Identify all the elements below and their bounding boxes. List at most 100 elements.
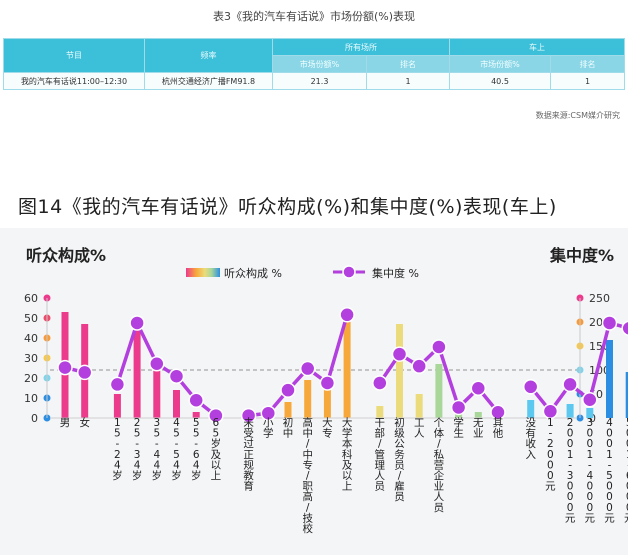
concentration-point-21: [490, 404, 506, 420]
x-category-label-26: 0: [606, 428, 613, 440]
table-title: 表3《我的汽车有话说》市场份额(%)表现: [212, 10, 416, 23]
x-category-label-25: 元: [585, 512, 596, 524]
x-category-label-4: 岁: [132, 469, 143, 482]
x-category-label-17: 工: [414, 417, 425, 429]
x-category-label-16: 级: [394, 428, 405, 440]
x-category-label-5: 4: [153, 459, 160, 471]
x-category-label-23: 2: [547, 438, 554, 450]
x-category-label-15: /: [378, 438, 382, 450]
table-subheader-row: 市场份额% 排名 市场份额% 排名: [4, 55, 625, 73]
chart-background: [0, 228, 628, 555]
right-tick-label: 250: [589, 292, 610, 305]
x-category-label-15: 管: [375, 448, 386, 461]
concentration-point-15: [372, 375, 388, 391]
x-category-label-5: 3: [153, 417, 160, 429]
concentration-line-group-3: [248, 314, 349, 418]
bar-11: [284, 402, 292, 418]
x-category-label-27: 0: [626, 502, 628, 514]
x-category-label-26: 0: [606, 481, 613, 493]
x-category-label-8: 6: [213, 417, 220, 429]
subheader-rank-all: 排名: [366, 55, 450, 73]
bar-18: [435, 364, 443, 418]
x-category-label-24: 0: [567, 428, 574, 440]
concentration-point-1: [57, 359, 73, 376]
x-category-label-24: 元: [565, 512, 576, 524]
x-category-label-19: 学: [453, 416, 464, 429]
x-category-label-27: 0: [626, 438, 628, 450]
concentration-point-23: [542, 403, 559, 420]
bar-3: [113, 394, 121, 418]
header-channel: 频率: [144, 38, 273, 73]
x-category-label-20: 无: [473, 417, 484, 429]
x-category-label-10: 小: [263, 417, 274, 429]
concentration-point-16: [391, 346, 408, 362]
x-category-label-26: 5: [606, 470, 613, 482]
x-category-label-25: 0: [586, 428, 593, 440]
x-category-label-14: 大: [342, 416, 353, 429]
subheader-rank-car: 排名: [550, 55, 625, 73]
x-category-label-18: 营: [434, 458, 445, 471]
x-category-label-24: 2: [567, 417, 574, 429]
x-category-label-7: 岁: [191, 469, 202, 482]
bar-26: [606, 340, 613, 418]
x-category-label-24: 0: [567, 438, 574, 450]
x-category-label-22: 入: [525, 449, 536, 461]
x-category-label-24: -: [568, 459, 572, 471]
left-tick-label: 10: [24, 392, 38, 405]
x-category-label-3: 1: [114, 417, 121, 429]
x-category-label-26: 元: [604, 512, 615, 524]
x-category-label-9: 未: [243, 417, 254, 429]
header-all-places: 所有场所: [272, 38, 450, 56]
x-category-label-12: 中: [302, 427, 313, 440]
x-category-label-1: 男: [60, 417, 71, 429]
x-category-label-27: 0: [626, 481, 628, 493]
x-category-label-13: 专: [322, 427, 333, 440]
x-category-label-4: 2: [134, 417, 141, 429]
x-category-label-9: 正: [243, 449, 254, 461]
x-category-label-15: 员: [375, 481, 386, 493]
x-category-label-27: 0: [626, 428, 628, 440]
subheader-share-car: 市场份额%: [449, 55, 551, 73]
legend-line-marker: [342, 265, 356, 279]
right-tick-label: 0: [589, 412, 596, 425]
x-category-label-5: 岁: [152, 469, 163, 482]
cell-all-rank: 1: [366, 72, 450, 90]
cell-channel: 杭州交通经济广播FM91.8: [144, 72, 273, 90]
x-category-label-14: 科: [342, 448, 353, 461]
x-category-label-18: 企: [434, 469, 445, 482]
x-category-label-3: -: [116, 438, 120, 450]
x-category-label-4: 4: [134, 459, 141, 471]
x-category-label-9: 规: [243, 458, 254, 471]
figure-title: 图14《我的汽车有话说》听众构成(%)和集中度(%)表现(车上): [18, 196, 557, 218]
x-category-label-27: 6: [626, 470, 628, 482]
x-category-label-3: 4: [114, 459, 121, 471]
cell-car-share: 40.5: [449, 72, 551, 90]
x-category-label-5: 5: [153, 428, 160, 440]
concentration-point-25: [582, 392, 598, 408]
x-category-label-26: -: [608, 459, 612, 471]
x-category-label-21: 他: [493, 427, 504, 440]
x-category-label-23: -: [549, 428, 553, 440]
left-axis-title: 听众构成%: [26, 246, 107, 265]
x-category-label-16: 雇: [394, 480, 405, 493]
x-category-label-25: 1: [586, 449, 593, 461]
x-category-label-12: /: [306, 438, 310, 450]
x-category-label-25: -: [588, 459, 592, 471]
x-category-label-12: 职: [302, 481, 313, 493]
x-category-label-7: 4: [193, 459, 200, 471]
x-category-label-6: 5: [173, 428, 180, 440]
cell-car-rank: 1: [550, 72, 625, 90]
right-axis-title: 集中度%: [549, 246, 614, 265]
concentration-point-8: [208, 407, 224, 424]
concentration-point-18: [431, 339, 447, 355]
x-category-label-26: 1: [606, 449, 613, 461]
x-category-label-6: 岁: [171, 469, 182, 482]
x-category-label-19: 生: [453, 427, 464, 440]
x-category-label-13: 大: [322, 416, 333, 429]
legend-line-label: 集中度 %: [372, 266, 419, 280]
x-category-label-23: 0: [547, 459, 554, 471]
x-category-label-10: 学: [263, 427, 274, 440]
x-category-label-9: 育: [243, 480, 254, 493]
bar-22: [527, 400, 535, 418]
